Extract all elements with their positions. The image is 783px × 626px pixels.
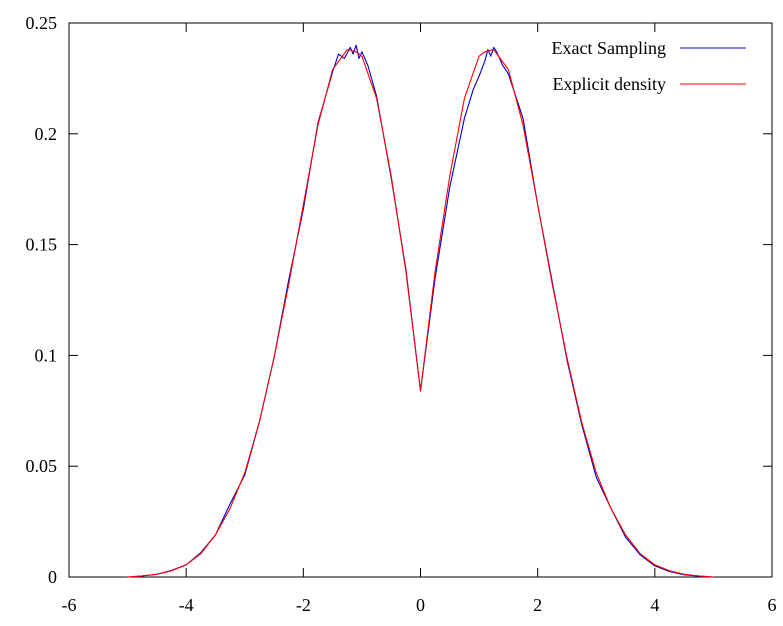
y-tick-label: 0.05 (26, 456, 58, 476)
series-line-1 (127, 49, 714, 578)
legend-label: Explicit density (553, 74, 666, 94)
series-line-0 (127, 44, 714, 578)
x-tick-label: 6 (768, 595, 777, 615)
y-tick-label: 0 (48, 567, 57, 587)
x-tick-label: 4 (650, 595, 659, 615)
x-tick-label: -4 (179, 595, 194, 615)
x-tick-label: 2 (533, 595, 542, 615)
y-tick-label: 0.2 (35, 124, 58, 144)
x-tick-label: -2 (296, 595, 311, 615)
legend-label: Exact Sampling (552, 38, 666, 58)
x-tick-label: -6 (62, 595, 77, 615)
x-tick-label: 0 (416, 595, 425, 615)
legend: Exact Sampling Explicit density (552, 38, 746, 94)
plot-frame (68, 22, 773, 578)
axes: -6 -4 -2 0 2 4 6 0 0.05 0.1 0.15 0.2 0.25 (26, 13, 777, 615)
series-lines (127, 44, 714, 578)
y-tick-label: 0.15 (26, 235, 58, 255)
y-tick-label: 0.1 (35, 345, 58, 365)
y-tick-label: 0.25 (26, 13, 58, 33)
